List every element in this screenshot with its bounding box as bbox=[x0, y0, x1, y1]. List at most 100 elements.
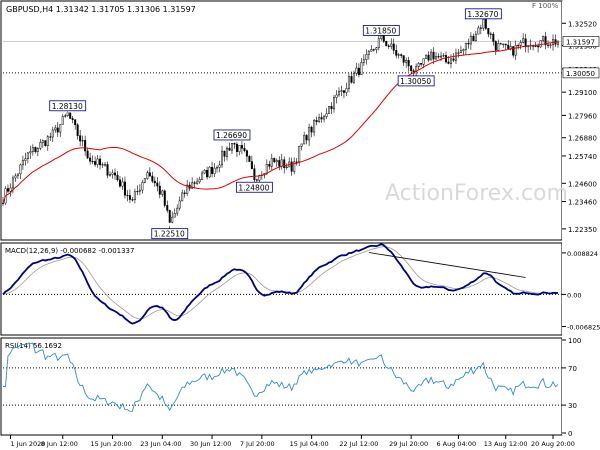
candle-body bbox=[196, 181, 199, 184]
candle-body bbox=[136, 190, 139, 193]
candle-body bbox=[101, 164, 104, 166]
candle-body bbox=[469, 35, 472, 45]
candle-body bbox=[479, 27, 482, 29]
watermark: ActionForex.com bbox=[385, 181, 568, 206]
candle-body bbox=[375, 47, 378, 50]
candle-body bbox=[509, 46, 512, 49]
price-tick-label: 1.22350 bbox=[568, 226, 597, 234]
candle-body bbox=[96, 158, 99, 165]
time-tick-label: 20 Aug 20:00 bbox=[531, 440, 575, 448]
candle-body bbox=[233, 143, 236, 145]
candle-body bbox=[163, 190, 166, 206]
candle-body bbox=[484, 18, 487, 29]
candle-body bbox=[417, 63, 420, 67]
annotation-box bbox=[397, 75, 435, 87]
candle-body bbox=[464, 42, 467, 50]
price-tick-label: 1.27960 bbox=[568, 112, 597, 120]
candle-body bbox=[243, 147, 246, 151]
candle-body bbox=[113, 172, 116, 176]
candle-body bbox=[49, 136, 52, 138]
candle-body bbox=[138, 189, 141, 192]
candle-body bbox=[512, 46, 515, 56]
candle-body bbox=[59, 124, 62, 133]
candle-body bbox=[432, 51, 435, 60]
candle-body bbox=[407, 60, 410, 67]
candle-body bbox=[547, 44, 550, 46]
candle-body bbox=[141, 182, 144, 191]
time-tick-label: 1 Jun 2020 bbox=[10, 440, 45, 448]
candle-body bbox=[131, 199, 134, 201]
candle-body bbox=[168, 210, 171, 223]
candle-body bbox=[507, 44, 510, 49]
candle-body bbox=[213, 167, 216, 174]
candle-body bbox=[499, 43, 502, 45]
candle-body bbox=[472, 35, 475, 41]
candle-body bbox=[176, 207, 179, 214]
candle-body bbox=[308, 126, 311, 141]
price-tick-label: 1.25740 bbox=[568, 153, 597, 161]
rsi-tick-label: 70 bbox=[568, 365, 577, 373]
candle-body bbox=[253, 168, 256, 180]
candle-body bbox=[74, 119, 77, 125]
candle-body bbox=[504, 43, 507, 46]
candle-body bbox=[86, 150, 89, 159]
candle-body bbox=[106, 164, 109, 176]
candle-body bbox=[539, 40, 542, 48]
candle-body bbox=[121, 181, 124, 187]
candle-body bbox=[537, 45, 540, 48]
candle-body bbox=[29, 151, 32, 154]
candle-body bbox=[104, 164, 107, 166]
candle-body bbox=[519, 42, 522, 46]
candle-body bbox=[34, 147, 37, 152]
candle-body bbox=[2, 202, 4, 204]
candle-body bbox=[318, 117, 321, 123]
candle-body bbox=[487, 28, 490, 35]
candle-body bbox=[218, 164, 221, 168]
candle-body bbox=[283, 159, 286, 169]
candle-body bbox=[474, 33, 477, 41]
candle-body bbox=[280, 159, 283, 167]
candle-body bbox=[295, 161, 298, 163]
candle-body bbox=[186, 184, 189, 194]
candle-body bbox=[51, 129, 54, 138]
rsi-line bbox=[3, 342, 559, 412]
candle-body bbox=[459, 50, 462, 54]
candle-body bbox=[467, 42, 470, 45]
candle-body bbox=[522, 38, 525, 43]
candle-body bbox=[335, 94, 338, 98]
candle-body bbox=[56, 127, 59, 133]
candle-body bbox=[228, 148, 231, 151]
candle-body bbox=[534, 45, 537, 47]
candle-body bbox=[402, 55, 405, 63]
candle-body bbox=[46, 136, 49, 146]
candle-body bbox=[305, 135, 308, 141]
current-price-label: 1.31597 bbox=[566, 38, 595, 46]
candle-body bbox=[449, 58, 452, 64]
time-tick-label: 7 Jul 20:00 bbox=[240, 440, 275, 448]
annotation-label: 1.24800 bbox=[238, 183, 269, 192]
candle-body bbox=[462, 49, 465, 51]
candle-body bbox=[26, 152, 29, 159]
support-price-box bbox=[562, 67, 600, 79]
candle-body bbox=[268, 164, 271, 167]
candle-body bbox=[270, 158, 273, 167]
macd-tick-label: 0.00 bbox=[567, 291, 581, 299]
macd-trendline bbox=[368, 252, 526, 278]
time-tick-label: 15 Jun 20:00 bbox=[91, 440, 132, 448]
candle-body bbox=[457, 52, 460, 54]
macd-line bbox=[2, 243, 559, 325]
candle-body bbox=[31, 147, 34, 152]
candle-body bbox=[126, 194, 129, 197]
candle-body bbox=[345, 88, 348, 93]
candle-body bbox=[320, 117, 323, 120]
candle-body bbox=[350, 76, 353, 83]
candle-body bbox=[206, 170, 209, 178]
time-tick-label: 29 Jul 20:00 bbox=[389, 440, 428, 448]
candle-body bbox=[422, 58, 425, 65]
candle-body bbox=[265, 164, 268, 174]
candle-body bbox=[123, 181, 126, 196]
price-tick-label: 1.26880 bbox=[568, 135, 597, 143]
candle-body bbox=[151, 175, 154, 182]
candle-body bbox=[19, 164, 22, 175]
candle-body bbox=[223, 150, 226, 157]
